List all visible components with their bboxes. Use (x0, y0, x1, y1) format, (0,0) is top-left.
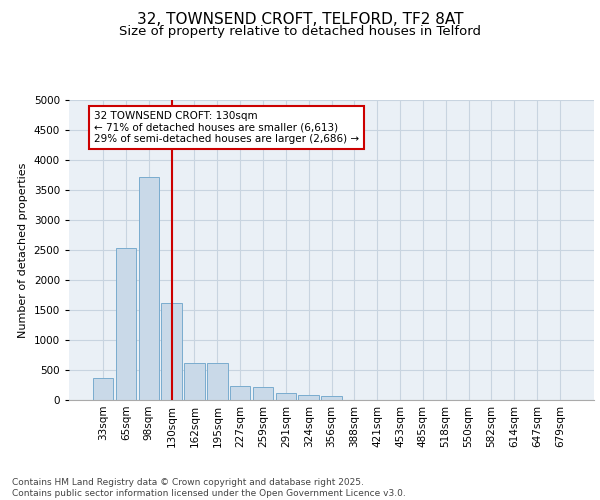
Bar (298, 395, 319, 400)
Bar (207, 364, 227, 400)
Bar (161, 303, 182, 400)
Bar (116, 248, 136, 400)
Y-axis label: Number of detached properties: Number of detached properties (18, 162, 28, 338)
Text: 32 TOWNSEND CROFT: 130sqm
← 71% of detached houses are smaller (6,613)
29% of se: 32 TOWNSEND CROFT: 130sqm ← 71% of detac… (94, 111, 359, 144)
Bar (321, 396, 342, 400)
Bar (139, 177, 159, 400)
Bar (230, 386, 250, 400)
Text: Size of property relative to detached houses in Telford: Size of property relative to detached ho… (119, 25, 481, 38)
Bar (184, 364, 205, 400)
Bar (93, 378, 113, 400)
Bar (275, 393, 296, 400)
Text: Contains HM Land Registry data © Crown copyright and database right 2025.
Contai: Contains HM Land Registry data © Crown c… (12, 478, 406, 498)
Text: 32, TOWNSEND CROFT, TELFORD, TF2 8AT: 32, TOWNSEND CROFT, TELFORD, TF2 8AT (137, 12, 463, 28)
Bar (253, 388, 273, 400)
